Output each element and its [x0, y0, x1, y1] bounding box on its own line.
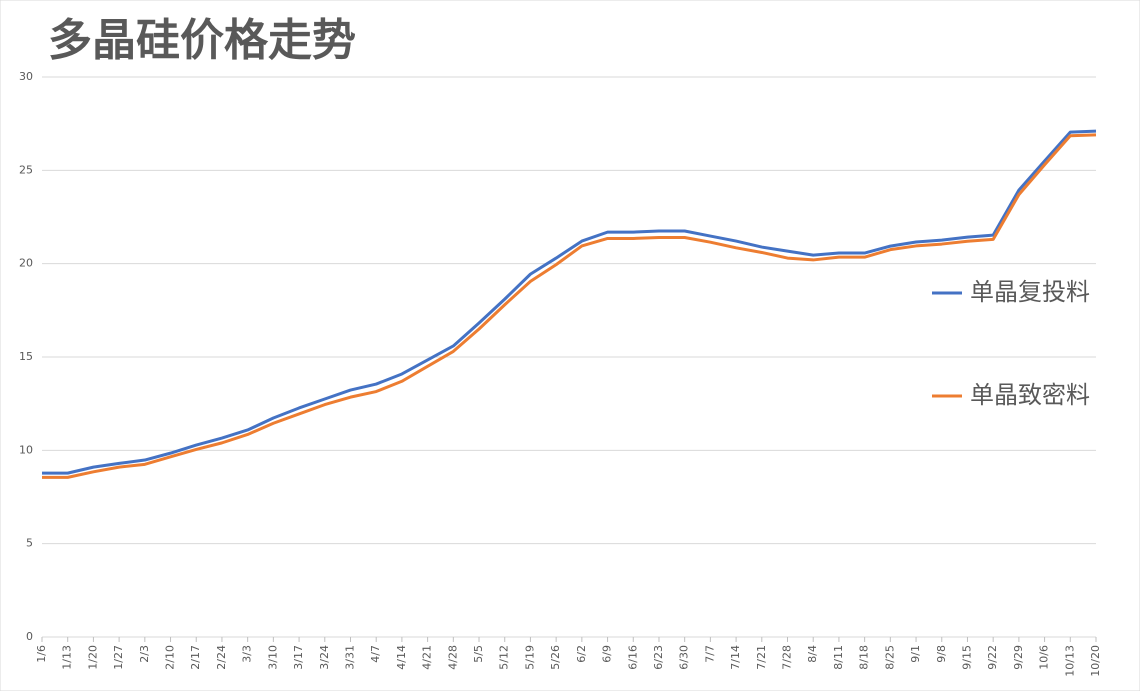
legend-label: 单晶复投料 [970, 278, 1090, 306]
x-tick-label: 2/10 [164, 645, 177, 670]
x-tick-label: 8/4 [806, 645, 819, 663]
x-tick-label: 5/5 [472, 645, 485, 663]
y-tick-label: 20 [19, 257, 33, 270]
x-tick-label: 9/8 [935, 645, 948, 663]
x-tick-label: 2/3 [138, 645, 151, 663]
x-tick-label: 4/7 [369, 645, 382, 663]
x-tick-label: 4/28 [446, 645, 459, 670]
y-tick-label: 25 [19, 163, 33, 176]
series-line [42, 133, 1097, 479]
y-tick-label: 5 [26, 537, 33, 550]
x-tick-label: 1/6 [35, 645, 48, 663]
legend-label: 单晶致密料 [970, 381, 1090, 409]
x-tick-label: 6/9 [601, 645, 614, 663]
x-tick-label: 5/12 [498, 645, 511, 670]
y-tick-label: 30 [19, 70, 33, 83]
x-tick-label: 8/11 [832, 645, 845, 670]
x-tick-label: 7/14 [729, 645, 742, 670]
x-tick-label: 3/24 [318, 645, 331, 670]
x-tick-label: 3/31 [343, 645, 356, 670]
x-tick-label: 3/17 [292, 645, 305, 670]
x-tick-label: 9/15 [960, 645, 973, 670]
y-tick-label: 0 [26, 630, 33, 643]
x-tick-label: 10/6 [1038, 645, 1051, 670]
x-tick-label: 6/2 [575, 645, 588, 663]
y-tick-label: 15 [19, 350, 33, 363]
x-tick-label: 6/23 [652, 645, 665, 670]
x-tick-label: 9/22 [986, 645, 999, 670]
x-tick-label: 6/30 [678, 645, 691, 670]
x-tick-label: 1/13 [61, 645, 74, 670]
x-tick-label: 8/25 [883, 645, 896, 670]
x-tick-label: 1/20 [86, 645, 99, 670]
x-tick-label: 9/29 [1012, 645, 1025, 670]
x-tick-label: 1/27 [112, 645, 125, 670]
x-tick-label: 10/20 [1089, 645, 1102, 677]
x-tick-label: 4/14 [395, 645, 408, 670]
x-tick-label: 5/26 [549, 645, 562, 670]
x-tick-label: 6/16 [626, 645, 639, 670]
y-tick-label: 10 [19, 443, 33, 456]
x-tick-label: 10/13 [1063, 645, 1076, 677]
x-tick-label: 3/3 [241, 645, 254, 663]
chart-title: 多晶硅价格走势 [48, 15, 356, 66]
x-tick-label: 9/1 [909, 645, 922, 663]
x-tick-label: 4/21 [421, 645, 434, 670]
x-tick-label: 3/10 [266, 645, 279, 670]
series-line [42, 129, 1097, 475]
x-tick-label: 7/7 [703, 645, 716, 663]
x-tick-label: 5/19 [523, 645, 536, 670]
x-tick-label: 8/18 [858, 645, 871, 670]
x-tick-label: 2/17 [189, 645, 202, 670]
x-tick-label: 2/24 [215, 645, 228, 670]
x-tick-label: 7/21 [755, 645, 768, 670]
x-tick-label: 7/28 [781, 645, 794, 670]
